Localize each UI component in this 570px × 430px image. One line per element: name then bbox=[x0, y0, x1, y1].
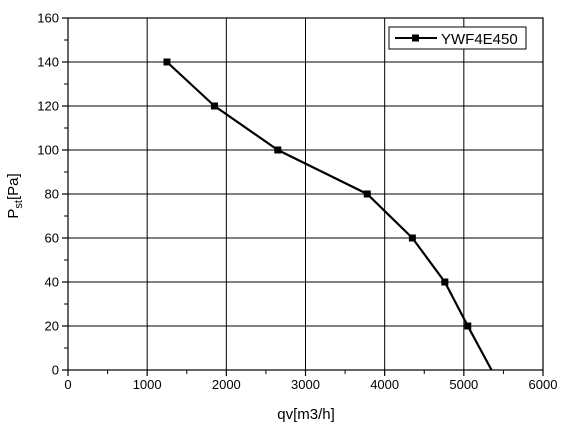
y-tick-label: 20 bbox=[45, 319, 59, 334]
legend-marker bbox=[412, 34, 419, 42]
y-tick-label: 80 bbox=[45, 187, 59, 202]
x-tick-label: 2000 bbox=[212, 377, 241, 392]
legend-box bbox=[388, 26, 527, 50]
series-layer bbox=[163, 58, 493, 371]
data-point bbox=[464, 322, 472, 330]
data-point bbox=[363, 190, 371, 198]
y-tick-label: 140 bbox=[37, 55, 59, 70]
y-tick-label: 40 bbox=[45, 275, 59, 290]
data-point bbox=[274, 146, 282, 154]
series-line bbox=[166, 61, 493, 371]
y-tick-label: 0 bbox=[52, 363, 59, 378]
y-axis-title-suffix: [Pa] bbox=[5, 173, 22, 200]
y-axis-title-main: P bbox=[5, 209, 22, 219]
y-tick-label: 60 bbox=[45, 231, 59, 246]
x-tick-label: 5000 bbox=[449, 377, 478, 392]
data-point bbox=[408, 234, 416, 242]
legend: YWF4E450 bbox=[388, 26, 527, 50]
legend-label: YWF4E450 bbox=[441, 31, 518, 48]
y-tick-label: 120 bbox=[37, 99, 59, 114]
data-point bbox=[210, 102, 218, 110]
y-tick-label: 160 bbox=[37, 11, 59, 26]
x-tick-label: 3000 bbox=[291, 377, 320, 392]
axes: 0 1000 2000 3000 4000 5000 6000 0 20 40 60 80 100 120… bbox=[37, 11, 557, 393]
x-tick-label: 6000 bbox=[529, 377, 558, 392]
grid-lines bbox=[68, 18, 543, 370]
data-point bbox=[441, 278, 449, 286]
x-axis-title: qv[m3/h] bbox=[277, 406, 335, 423]
y-tick-label: 100 bbox=[37, 143, 59, 158]
y-axis-title: Pst[Pa] bbox=[5, 173, 25, 218]
data-point bbox=[163, 58, 171, 66]
y-axis-title-subscript: st bbox=[13, 200, 25, 209]
x-tick-label: 0 bbox=[64, 377, 71, 392]
x-tick-label: 4000 bbox=[370, 377, 399, 392]
x-tick-label: 1000 bbox=[133, 377, 162, 392]
